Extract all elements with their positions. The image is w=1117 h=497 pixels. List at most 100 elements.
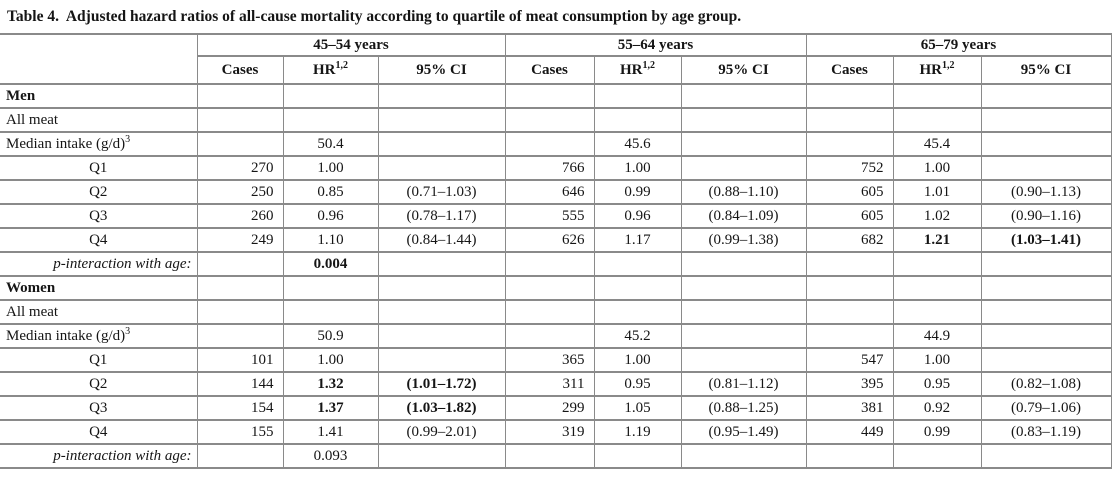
row-label: Q2 [0,371,198,397]
cases-cell [805,323,894,349]
table-body: Men All meat Median intake (g/d)3 50.4 45.6 4… [0,83,1112,469]
age-group-45-54: 45–54 years [196,33,506,57]
ci-cell [980,323,1112,349]
ci-cell [980,275,1112,301]
cases-header: Cases [504,55,595,85]
hr-cell [282,275,379,301]
ci-cell: (0.88–1.10) [680,179,807,205]
ci-cell: (0.99–2.01) [377,419,506,445]
table-row: Q4 155 1.41 (0.99–2.01) 319 1.19 (0.95–1.49) 44… [0,419,1112,445]
hr-cell: 45.6 [593,131,682,157]
ci-cell [680,347,807,373]
cases-cell [805,107,894,133]
cases-cell [805,443,894,469]
cases-cell: 154 [196,395,284,421]
row-label: All meat [0,299,198,325]
hr-cell [892,443,982,469]
row-label: All meat [0,107,198,133]
hr-cell: 1.02 [892,203,982,229]
hr-cell: 1.00 [892,155,982,181]
row-label: Q3 [0,395,198,421]
table-row: Q1 101 1.00 365 1.00 547 1.00 [0,347,1112,373]
ci-cell [980,443,1112,469]
sub-header-row: Cases HR1,2 95% CI Cases HR1,2 95% CI Cases HR1… [0,55,1112,85]
table-row: Q3 260 0.96 (0.78–1.17) 555 0.96 (0.84–1.09) 60… [0,203,1112,229]
hr-header: HR1,2 [892,55,982,85]
hr-cell: 1.01 [892,179,982,205]
table-row: Q4 249 1.10 (0.84–1.44) 626 1.17 (0.99–1.38) 68… [0,227,1112,253]
row-label: Women [0,275,198,301]
ci-cell [680,323,807,349]
hr-cell: 1.00 [593,347,682,373]
table-row: Q2 250 0.85 (0.71–1.03) 646 0.99 (0.88–1.10) 60… [0,179,1112,205]
cases-cell [504,83,595,109]
cases-cell: 270 [196,155,284,181]
ci-cell [980,83,1112,109]
hr-cell: 0.96 [593,203,682,229]
ci-cell [680,275,807,301]
hr-cell: 0.99 [593,179,682,205]
hr-cell [892,275,982,301]
cases-cell [196,275,284,301]
cases-cell: 605 [805,203,894,229]
row-label: Q1 [0,347,198,373]
row-label: p-interaction with age: [0,251,198,277]
cases-cell [196,107,284,133]
row-label: Median intake (g/d)3 [0,323,198,349]
ci-cell: (0.82–1.08) [980,371,1112,397]
hr-cell [282,83,379,109]
hr-cell: 50.4 [282,131,379,157]
ci-cell [980,347,1112,373]
cases-cell: 547 [805,347,894,373]
hr-cell: 0.093 [282,443,379,469]
table-title: Table 4. Adjusted hazard ratios of all-c… [7,8,742,25]
ci-cell: (0.99–1.38) [680,227,807,253]
ci-cell [980,107,1112,133]
table-row: Q2 144 1.32 (1.01–1.72) 311 0.95 (0.81–1.12) 39… [0,371,1112,397]
cases-cell [504,299,595,325]
hr-cell [593,251,682,277]
ci-cell: (1.01–1.72) [377,371,506,397]
hr-cell: 1.00 [282,347,379,373]
ci-cell: (0.88–1.25) [680,395,807,421]
cases-cell: 311 [504,371,595,397]
hr-cell [892,107,982,133]
cases-cell [805,299,894,325]
ci-cell [377,83,506,109]
hr-cell: 0.004 [282,251,379,277]
cases-cell: 250 [196,179,284,205]
cases-cell: 449 [805,419,894,445]
cases-cell: 249 [196,227,284,253]
hr-cell: 0.92 [892,395,982,421]
corner-cell [0,33,198,85]
hr-cell: 0.96 [282,203,379,229]
hr-cell: 45.2 [593,323,682,349]
cases-cell: 605 [805,179,894,205]
cases-cell: 752 [805,155,894,181]
table-row: Men [0,83,1112,109]
row-label: Men [0,83,198,109]
hr-cell: 0.95 [593,371,682,397]
hr-cell: 1.32 [282,371,379,397]
hr-cell: 1.21 [892,227,982,253]
hr-cell [593,275,682,301]
hr-cell: 1.05 [593,395,682,421]
cases-cell: 260 [196,203,284,229]
age-group-55-64: 55–64 years [504,33,807,57]
table-row: Q3 154 1.37 (1.03–1.82) 299 1.05 (0.88–1.25) 38… [0,395,1112,421]
ci-cell: (0.95–1.49) [680,419,807,445]
ci-cell [980,251,1112,277]
cases-cell [196,299,284,325]
hr-cell: 1.37 [282,395,379,421]
hr-cell: 1.17 [593,227,682,253]
row-label: Median intake (g/d)3 [0,131,198,157]
table-row: p-interaction with age: 0.093 [0,443,1112,469]
ci-cell [680,155,807,181]
hr-cell [593,299,682,325]
hr-cell: 1.19 [593,419,682,445]
cases-header: Cases [197,55,284,85]
ci-cell [377,275,506,301]
cases-cell: 155 [196,419,284,445]
ci-cell [680,251,807,277]
